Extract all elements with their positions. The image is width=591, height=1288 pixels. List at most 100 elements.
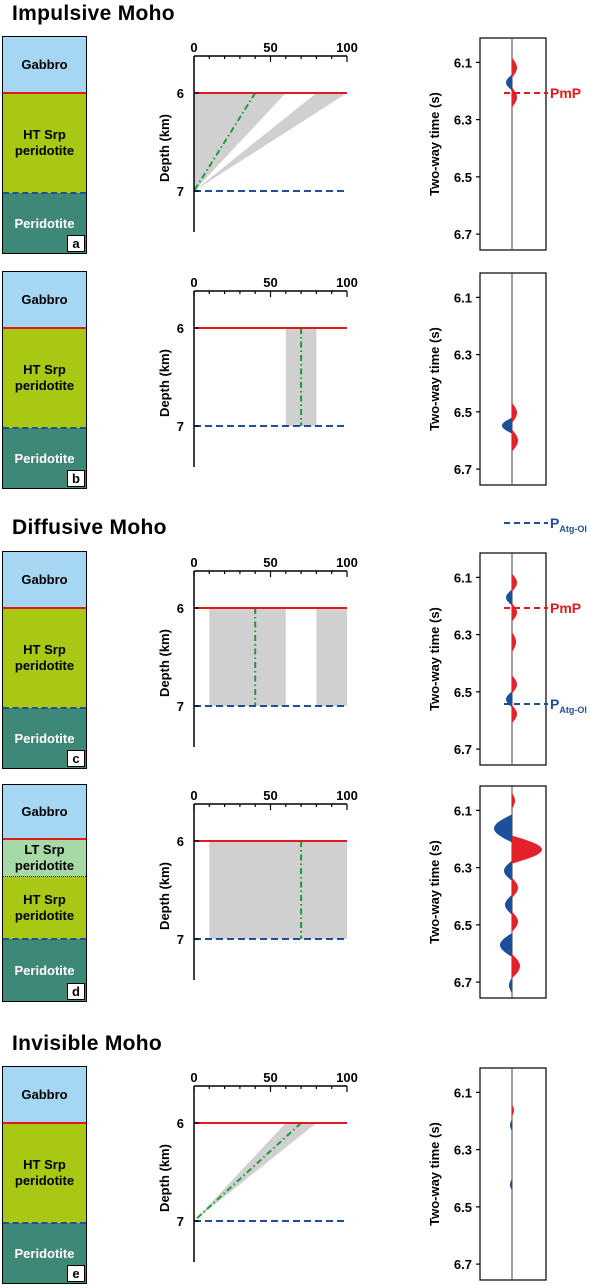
x-tick-label: 50	[263, 788, 277, 803]
x-tick-label: 0	[190, 788, 197, 803]
y-tick-label: 6	[177, 601, 184, 616]
time-tick-label: 6.5	[454, 170, 472, 185]
layer-boundary	[3, 938, 86, 940]
layer-ht_srp: HT Srp peridotite	[3, 877, 86, 939]
trough-lobe	[506, 691, 512, 708]
layer-label: LT Srp peridotite	[14, 842, 75, 873]
shaded-range	[194, 93, 286, 191]
panel-c: Gabbro HT Srp peridotite Peridotite c 0 50 100…	[0, 551, 591, 773]
layer-gabbro: Gabbro	[3, 785, 86, 839]
layer-label: HT Srp peridotite	[14, 362, 75, 393]
time-tick-label: 6.7	[454, 742, 472, 757]
time-tick-label: 6.5	[454, 1200, 472, 1215]
layer-label: HT Srp peridotite	[14, 1157, 75, 1188]
trough-lobe	[510, 1119, 512, 1132]
shaded-range	[316, 608, 347, 706]
layer-boundary	[3, 327, 86, 329]
layer-lt_srp: LT Srp peridotite	[3, 839, 86, 877]
pick-label-subscript: Atg-Ol	[559, 524, 587, 534]
pick-label: PmP	[550, 85, 581, 101]
layer-gabbro: Gabbro	[3, 552, 86, 608]
depth-axis-label: Depth (km)	[157, 862, 172, 930]
x-tick-label: 50	[263, 555, 277, 570]
x-tick-label: 50	[263, 275, 277, 290]
layer-label: Gabbro	[21, 804, 68, 819]
y-tick-label: 6	[177, 86, 184, 101]
x-tick-label: 100	[336, 555, 358, 570]
y-tick-label: 7	[177, 932, 184, 947]
trace-frame	[479, 552, 547, 766]
panel-b: Gabbro HT Srp peridotite Peridotite b 0 50 100…	[0, 271, 591, 534]
depth-plot: 0 50 100 6 7 Depth (km)	[157, 40, 358, 232]
layer-boundary	[3, 1122, 86, 1124]
strat-column: Gabbro HT Srp peridotite Peridotite c	[2, 551, 87, 769]
time-axis-label: Two-way time (s)	[427, 840, 442, 944]
trace-frame	[479, 1067, 547, 1281]
section-title-invisible: Invisible Moho	[12, 1032, 163, 1055]
layer-ht_srp: HT Srp peridotite	[3, 608, 86, 708]
x-tick-label: 50	[263, 40, 277, 55]
trough-lobe	[500, 933, 512, 957]
pick-label-main: P	[550, 696, 559, 712]
pick-label-subscript: Atg-Ol	[559, 705, 587, 715]
peak-lobe	[512, 877, 518, 898]
trough-lobe	[504, 860, 512, 881]
layer-label: Peridotite	[14, 216, 75, 231]
y-tick-label: 6	[177, 1116, 184, 1131]
peak-lobe	[512, 87, 517, 108]
x-tick-label: 100	[336, 275, 358, 290]
peak-lobe	[512, 792, 515, 809]
layer-ht_srp: HT Srp peridotite	[3, 1123, 86, 1223]
seismic-trace-plot: 6.1 6.3 6.5 6.7 Two-way time (s) PAtg-Ol	[427, 272, 587, 534]
y-tick-label: 7	[177, 184, 184, 199]
x-tick-label: 50	[263, 1070, 277, 1085]
layer-label: Gabbro	[21, 1087, 68, 1102]
layer-boundary	[3, 607, 86, 609]
time-axis-label: Two-way time (s)	[427, 92, 442, 196]
trough-lobe	[506, 589, 512, 606]
depth-axis-label: Depth (km)	[157, 114, 172, 182]
peak-lobe	[512, 954, 520, 979]
layer-boundary	[3, 427, 86, 429]
panel-label: b	[67, 470, 85, 487]
peak-lobe	[512, 835, 542, 864]
trace-frame	[479, 272, 547, 486]
trace-frame	[479, 37, 547, 251]
x-tick-label: 0	[190, 555, 197, 570]
time-tick-label: 6.3	[454, 1143, 472, 1158]
x-tick-label: 0	[190, 275, 197, 290]
depth-plot: 0 50 100 6 7 Depth (km)	[157, 555, 358, 747]
layer-gabbro: Gabbro	[3, 1067, 86, 1123]
time-tick-label: 6.1	[454, 1085, 472, 1100]
time-tick-label: 6.3	[454, 348, 472, 363]
panel-label: e	[67, 1265, 85, 1282]
x-tick-label: 100	[336, 40, 358, 55]
depth-plot: 0 50 100 6 7 Depth (km)	[157, 275, 358, 467]
pick-label: PAtg-Ol	[550, 696, 587, 715]
pick-label: PmP	[550, 600, 581, 616]
panel-e: Gabbro HT Srp peridotite Peridotite e 0 50 100…	[0, 1066, 591, 1288]
seismic-trace-plot: 6.1 6.3 6.5 6.7 Two-way time (s)	[427, 785, 547, 999]
time-axis-label: Two-way time (s)	[427, 1122, 442, 1226]
trough-lobe	[506, 74, 512, 91]
time-tick-label: 6.1	[454, 290, 472, 305]
trace-frame	[479, 785, 547, 999]
x-tick-label: 100	[336, 1070, 358, 1085]
pick-label-main: PmP	[550, 600, 581, 616]
shaded-range	[209, 841, 347, 939]
panel-label: d	[67, 983, 85, 1000]
layer-gabbro: Gabbro	[3, 37, 86, 93]
time-tick-label: 6.1	[454, 570, 472, 585]
layer-label: HT Srp peridotite	[14, 642, 75, 673]
peak-lobe	[512, 57, 517, 78]
layer-label: HT Srp peridotite	[14, 892, 75, 923]
peak-lobe	[512, 573, 517, 592]
y-tick-label: 6	[177, 321, 184, 336]
layer-gabbro: Gabbro	[3, 272, 86, 328]
peak-lobe	[512, 429, 518, 452]
peak-lobe	[512, 632, 516, 652]
y-tick-label: 7	[177, 699, 184, 714]
x-tick-label: 0	[190, 1070, 197, 1085]
y-tick-label: 6	[177, 834, 184, 849]
depth-axis-label: Depth (km)	[157, 1144, 172, 1212]
